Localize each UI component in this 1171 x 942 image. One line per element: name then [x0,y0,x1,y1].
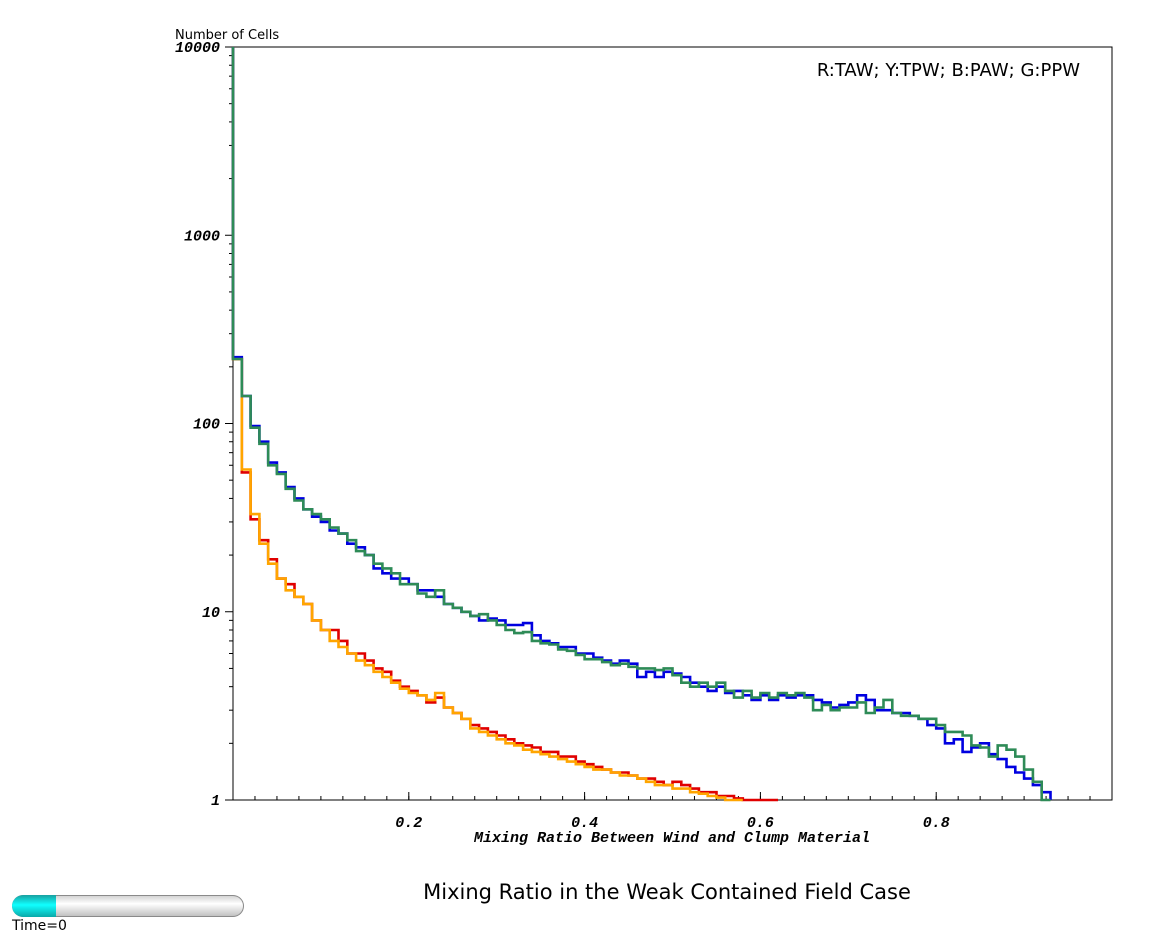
series-line-paw [231,47,1052,800]
x-axis-label: Mixing Ratio Between Wind and Clump Mate… [473,830,870,847]
y-tick-label: 100 [193,417,220,434]
y-tick-label: 1000 [184,228,220,245]
time-label: Time=0 [12,918,67,934]
tick-labels: 1 10 100 1000 10000 0.2 0.4 0.6 0.8 [175,40,950,832]
chart-title: Mixing Ratio in the Weak Contained Field… [423,880,911,904]
plot-area [232,46,1113,801]
y-tick-label: 10 [202,605,220,622]
time-slider[interactable] [12,895,244,917]
y-axis-label: Number of Cells [175,28,279,43]
y-tick-label: 1 [211,793,220,810]
y-tick-label: 10000 [175,40,220,57]
x-tick-label: 0.6 [747,815,774,832]
time-slider-fill [12,895,57,917]
series-line-tpw [231,47,743,802]
x-tick-label: 0.8 [923,815,950,832]
legend-text: R:TAW; Y:TPW; B:PAW; G:PPW [817,60,1080,81]
axis-ticks [225,46,1091,801]
series-group [231,47,1052,802]
x-tick-label: 0.2 [395,815,422,832]
x-tick-label: 0.4 [571,815,598,832]
series-line-ppw [231,47,1051,802]
